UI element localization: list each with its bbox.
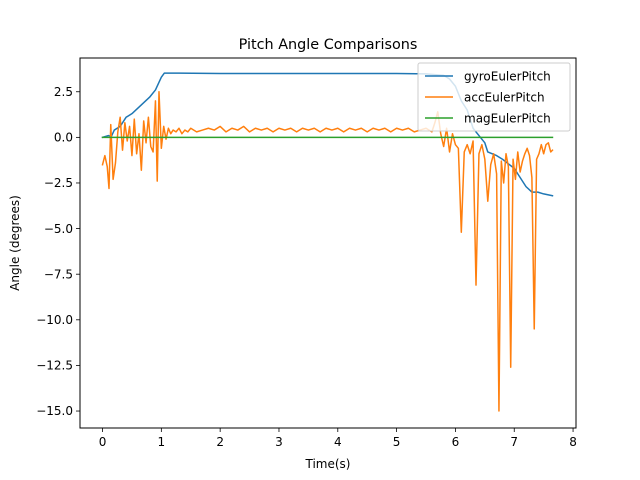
y-tick-label: −15.0 — [36, 404, 73, 418]
y-tick-label: 2.5 — [54, 85, 73, 99]
x-tick-label: 1 — [158, 435, 166, 449]
y-tick-label: −12.5 — [36, 359, 73, 373]
legend-box — [417, 62, 571, 132]
legend: gyroEulerPitch accEulerPitch magEulerPitch — [417, 62, 571, 132]
y-tick-label: −7.5 — [44, 267, 73, 281]
y-tick-label: 0.0 — [54, 131, 73, 145]
y-tick-label: −5.0 — [44, 222, 73, 236]
y-axis-ticks: 2.5 0.0 −2.5 −5.0 −7.5 −10.0 −12.5 −15.0 — [36, 85, 80, 418]
x-tick-label: 0 — [99, 435, 107, 449]
x-tick-label: 2 — [216, 435, 224, 449]
x-axis-ticks: 0 1 2 3 4 5 6 7 8 — [99, 428, 577, 449]
x-tick-label: 8 — [569, 435, 577, 449]
x-axis-label: Time(s) — [305, 457, 351, 471]
x-tick-label: 3 — [275, 435, 283, 449]
legend-label-accEulerPitch: accEulerPitch — [464, 90, 545, 104]
chart-title: Pitch Angle Comparisons — [239, 37, 418, 53]
x-tick-label: 7 — [510, 435, 518, 449]
y-tick-label: −10.0 — [36, 313, 73, 327]
axes-frame — [79, 57, 577, 429]
x-tick-label: 4 — [334, 435, 342, 449]
x-tick-label: 5 — [393, 435, 401, 449]
x-tick-label: 6 — [452, 435, 460, 449]
legend-label-magEulerPitch: magEulerPitch — [464, 111, 551, 125]
legend-label-gyroEulerPitch: gyroEulerPitch — [464, 69, 551, 83]
y-axis-label: Angle (degrees) — [8, 195, 22, 291]
y-tick-label: −2.5 — [44, 176, 73, 190]
